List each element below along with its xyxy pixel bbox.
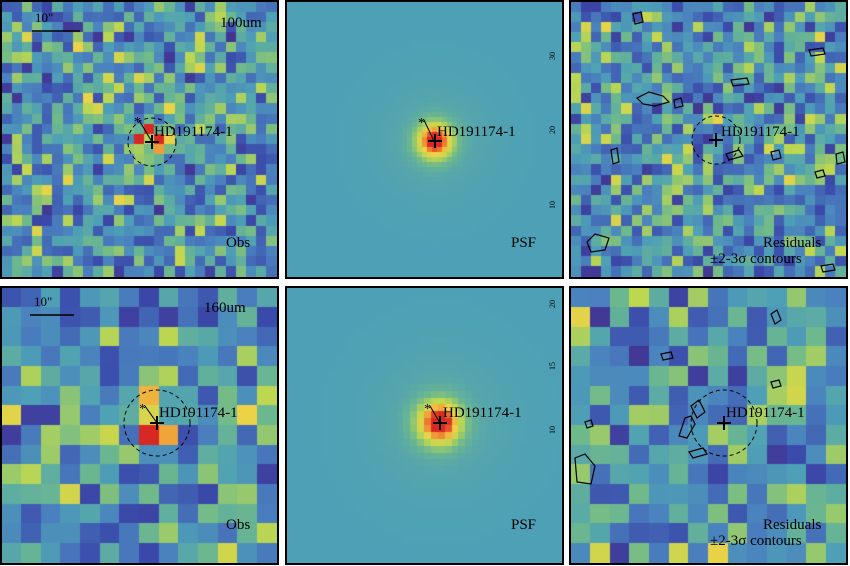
source-label: HD191174-1	[437, 124, 516, 140]
tick-label: 15	[548, 362, 557, 370]
panel-kind-label: Obs	[226, 517, 251, 533]
panel-psf-100um: * HD191174-1 PSF 30 20 10	[285, 0, 564, 279]
panel-kind-label: PSF	[511, 235, 537, 251]
scale-label: 10"	[35, 10, 54, 25]
tick-label: 30	[548, 52, 557, 60]
band-label: 160um	[204, 300, 246, 316]
panel-obs-160um: * 10" 160um HD191174-1 Obs	[0, 286, 279, 565]
panel-residuals-100um: HD191174-1 Residuals ±2-3σ contours	[569, 0, 848, 279]
star-marker: *	[139, 402, 146, 417]
psf-100um-image	[287, 2, 562, 277]
source-label: HD191174-1	[159, 405, 238, 421]
star-marker: *	[418, 116, 425, 131]
aperture-circle	[691, 115, 741, 165]
contours	[574, 309, 782, 485]
residuals-100um-image	[571, 2, 846, 277]
obs-160um-image	[2, 288, 277, 563]
aperture-circle	[123, 389, 191, 457]
band-label: 100um	[220, 15, 262, 31]
source-label: HD191174-1	[721, 124, 800, 140]
contour-note-label: ±2-3σ contours	[710, 251, 802, 267]
tick-label: 10	[548, 201, 557, 209]
psf-160um-image	[287, 288, 562, 563]
contours	[586, 11, 846, 273]
source-label: HD191174-1	[443, 405, 522, 421]
offset-line	[138, 119, 153, 143]
panel-kind-label: Obs	[226, 235, 251, 251]
aperture-circle	[690, 389, 758, 457]
source-label: HD191174-1	[726, 405, 805, 421]
tick-label: 10	[548, 426, 557, 434]
panel-kind-label: Residuals	[763, 235, 822, 251]
residuals-160um-image	[571, 288, 846, 563]
panel-kind-label: Residuals	[763, 517, 822, 533]
scale-label: 10"	[34, 294, 53, 309]
panel-residuals-160um: HD191174-1 Residuals ±2-3σ contours	[569, 286, 848, 565]
tick-label: 20	[548, 126, 557, 134]
panel-kind-label: PSF	[511, 517, 537, 533]
star-marker: *	[134, 115, 141, 130]
obs-100um-overlay: *	[32, 30, 177, 167]
star-marker: *	[424, 402, 431, 417]
contour-note-label: ±2-3σ contours	[710, 533, 802, 549]
panel-obs-100um: * 10" 100um HD191174-1 Obs	[0, 0, 279, 279]
aperture-circle	[127, 117, 177, 167]
tick-label: 20	[548, 300, 557, 308]
source-label: HD191174-1	[154, 124, 233, 140]
obs-100um-image	[2, 2, 277, 277]
panel-psf-160um: * HD191174-1 PSF 20 15 10	[285, 286, 564, 565]
